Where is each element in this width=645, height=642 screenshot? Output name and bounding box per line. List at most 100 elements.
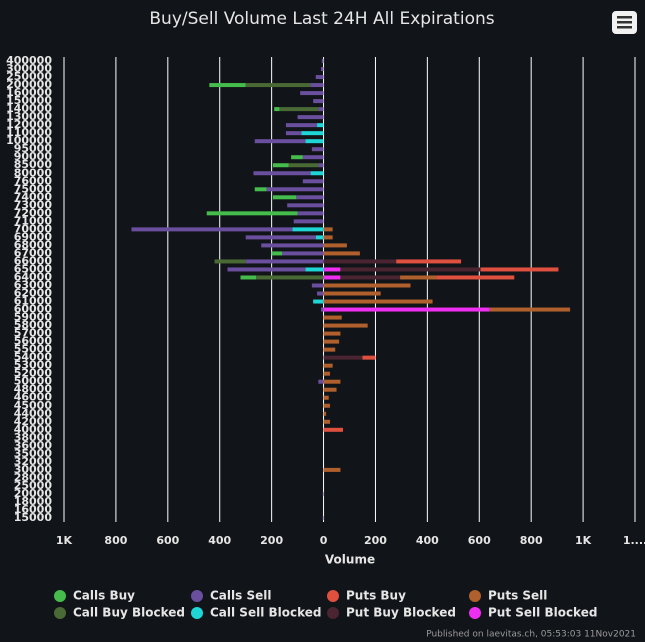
bar-segment xyxy=(266,187,324,192)
y-tick-label: 61000 xyxy=(14,295,53,308)
y-tick-label: 52000 xyxy=(14,367,53,380)
y-tick-label: 65000 xyxy=(14,262,53,275)
bar-segment xyxy=(317,291,324,296)
y-tick-label: 120000 xyxy=(6,118,52,131)
bar-segment xyxy=(240,275,257,280)
legend-label: Call Buy Blocked xyxy=(73,606,185,620)
y-tick-label: 46000 xyxy=(14,391,53,404)
bar-segment xyxy=(254,139,306,144)
y-tick-label: 68000 xyxy=(14,238,53,251)
bar-segment xyxy=(310,171,324,176)
chart-title: Buy/Sell Volume Last 24H All Expirations xyxy=(149,9,494,29)
bar-segment xyxy=(293,219,324,224)
bar-segment xyxy=(323,467,341,472)
y-tick-label: 63000 xyxy=(14,278,53,291)
bar-segment xyxy=(323,419,331,424)
bar-segment xyxy=(322,515,324,520)
y-tick-label: 100000 xyxy=(6,134,52,147)
y-tick-label: 59000 xyxy=(14,311,53,324)
bar-segment xyxy=(340,267,481,272)
y-tick-label: 38000 xyxy=(14,431,53,444)
y-tick-label: 55000 xyxy=(14,343,53,356)
legend-item[interactable]: Put Buy Blocked xyxy=(327,606,456,620)
bar-segment xyxy=(323,371,331,376)
y-tick-label: 70000 xyxy=(14,222,53,235)
bar-segment xyxy=(311,147,324,152)
bar-segment xyxy=(305,267,324,272)
bar-segment xyxy=(323,411,327,416)
x-tick-label: 800 xyxy=(104,534,127,547)
bar-segment xyxy=(296,195,324,200)
y-tick-label: 110000 xyxy=(6,126,52,139)
bar-segment xyxy=(323,339,340,344)
y-tick-label: 36000 xyxy=(14,439,53,452)
legend-item[interactable]: Puts Buy xyxy=(327,589,406,603)
bar-segment xyxy=(285,131,302,136)
bar-segment xyxy=(254,187,267,192)
bar-segment xyxy=(323,251,360,256)
legend-swatch xyxy=(469,607,481,619)
bar-segment xyxy=(206,211,298,216)
legend-swatch xyxy=(54,590,66,602)
y-tick-label: 95000 xyxy=(14,142,53,155)
y-tick-label: 72000 xyxy=(14,206,53,219)
bar-segment xyxy=(323,259,397,264)
bar-segment xyxy=(131,227,293,232)
legend-swatch xyxy=(327,607,339,619)
bar-segment xyxy=(302,155,324,160)
bar-segment xyxy=(315,235,324,240)
bar-segment xyxy=(291,155,303,160)
x-tick-label: 600 xyxy=(468,534,491,547)
y-tick-label: 57000 xyxy=(14,327,53,340)
bar-segment xyxy=(271,251,283,256)
bar-segment xyxy=(323,283,411,288)
y-tick-label: 130000 xyxy=(6,110,52,123)
bar-segment xyxy=(285,123,318,128)
y-tick-label: 140000 xyxy=(6,102,52,115)
bar-segment xyxy=(323,275,341,280)
legend-item[interactable]: Calls Sell xyxy=(191,589,271,603)
bar-segment xyxy=(253,171,311,176)
bar-segment xyxy=(323,387,337,392)
legend-item[interactable]: Call Buy Blocked xyxy=(54,606,185,620)
y-tick-label: 60000 xyxy=(14,303,53,316)
bar-segment xyxy=(320,307,324,312)
bar-segment xyxy=(322,491,324,496)
bar-segment xyxy=(302,179,324,184)
bar-segment xyxy=(396,259,462,264)
legend-item[interactable]: Calls Buy xyxy=(54,589,135,603)
x-tick-label: 1K xyxy=(56,534,73,547)
y-tick-label: 76000 xyxy=(14,174,53,187)
legend-swatch xyxy=(191,590,203,602)
y-tick-label: 16000 xyxy=(14,503,53,516)
legend-item[interactable]: Call Sell Blocked xyxy=(191,606,322,620)
legend-label: Put Sell Blocked xyxy=(488,606,597,620)
menu-line xyxy=(617,21,632,24)
bar-segment xyxy=(214,259,246,264)
menu-line xyxy=(617,16,632,19)
menu-button[interactable] xyxy=(612,11,637,34)
y-tick-label: 25000 xyxy=(14,479,53,492)
legend-label: Calls Sell xyxy=(210,589,271,603)
bar-segment xyxy=(323,331,341,336)
bar-segment xyxy=(313,299,324,304)
legend-item[interactable]: Puts Sell xyxy=(469,589,547,603)
bar-segment xyxy=(323,315,342,320)
y-tick-label: 71000 xyxy=(14,214,53,227)
bar-segment xyxy=(227,267,306,272)
y-tick-label: 200000 xyxy=(6,78,52,91)
y-tick-label: 35000 xyxy=(14,447,53,460)
bar-segment xyxy=(323,379,341,384)
bar-segment xyxy=(480,267,559,272)
legend-item[interactable]: Put Sell Blocked xyxy=(469,606,597,620)
y-tick-label: 54000 xyxy=(14,351,53,364)
y-tick-label: 85000 xyxy=(14,158,53,171)
y-tick-label: 20000 xyxy=(14,487,53,500)
x-tick-label: 1K xyxy=(575,534,592,547)
legend-label: Puts Buy xyxy=(346,589,406,603)
x-tick-label: 800 xyxy=(520,534,543,547)
bar-segment xyxy=(323,267,341,272)
y-tick-label: 75000 xyxy=(14,182,53,195)
y-tick-label: 18000 xyxy=(14,495,53,508)
